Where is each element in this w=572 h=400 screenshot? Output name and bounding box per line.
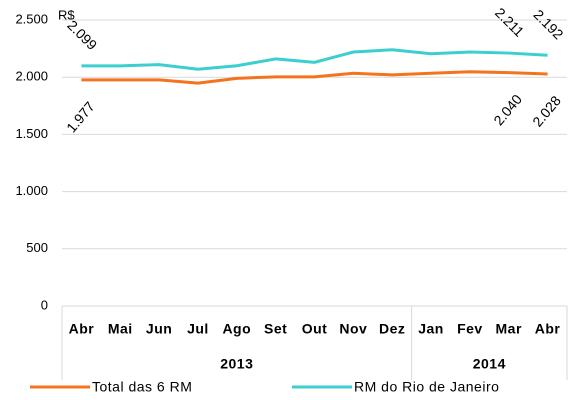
group-label: 2013 [220, 356, 253, 372]
legend-label: Total das 6 RM [92, 379, 192, 395]
x-tick-label: Jun [146, 321, 172, 337]
value-label: 2.211 [492, 4, 528, 40]
x-tick-label: Ago [222, 321, 251, 337]
legend-label: RM do Rio de Janeiro [354, 379, 499, 395]
y-tick-label: 500 [26, 240, 48, 255]
x-tick-label: Abr [535, 321, 561, 337]
value-label: 2.040 [490, 91, 525, 128]
x-tick-label: Abr [69, 321, 95, 337]
group-label: 2014 [473, 356, 506, 372]
x-tick-label: Mai [108, 321, 133, 337]
x-tick-label: Mar [496, 321, 522, 337]
series-line [81, 70, 548, 85]
value-label: 2.099 [64, 17, 100, 53]
x-tick-label: Set [264, 321, 287, 337]
x-tick-label: Nov [339, 321, 367, 337]
y-tick-label: 1.000 [15, 183, 48, 198]
value-label: 2.192 [530, 6, 566, 42]
y-tick-label: 2.000 [15, 69, 48, 84]
value-label: 2.028 [529, 92, 564, 129]
x-tick-label: Out [302, 321, 328, 337]
value-label: 1.977 [63, 98, 98, 135]
y-tick-label: 0 [41, 297, 48, 312]
x-tick-label: Fev [457, 321, 483, 337]
x-tick-label: Jan [418, 321, 444, 337]
x-tick-label: Dez [379, 321, 405, 337]
x-tick-label: Jul [187, 321, 209, 337]
y-tick-label: 1.500 [15, 126, 48, 141]
series-line [81, 48, 548, 71]
y-tick-label: 2.500 [15, 11, 48, 26]
y-unit: R$ [58, 7, 75, 22]
